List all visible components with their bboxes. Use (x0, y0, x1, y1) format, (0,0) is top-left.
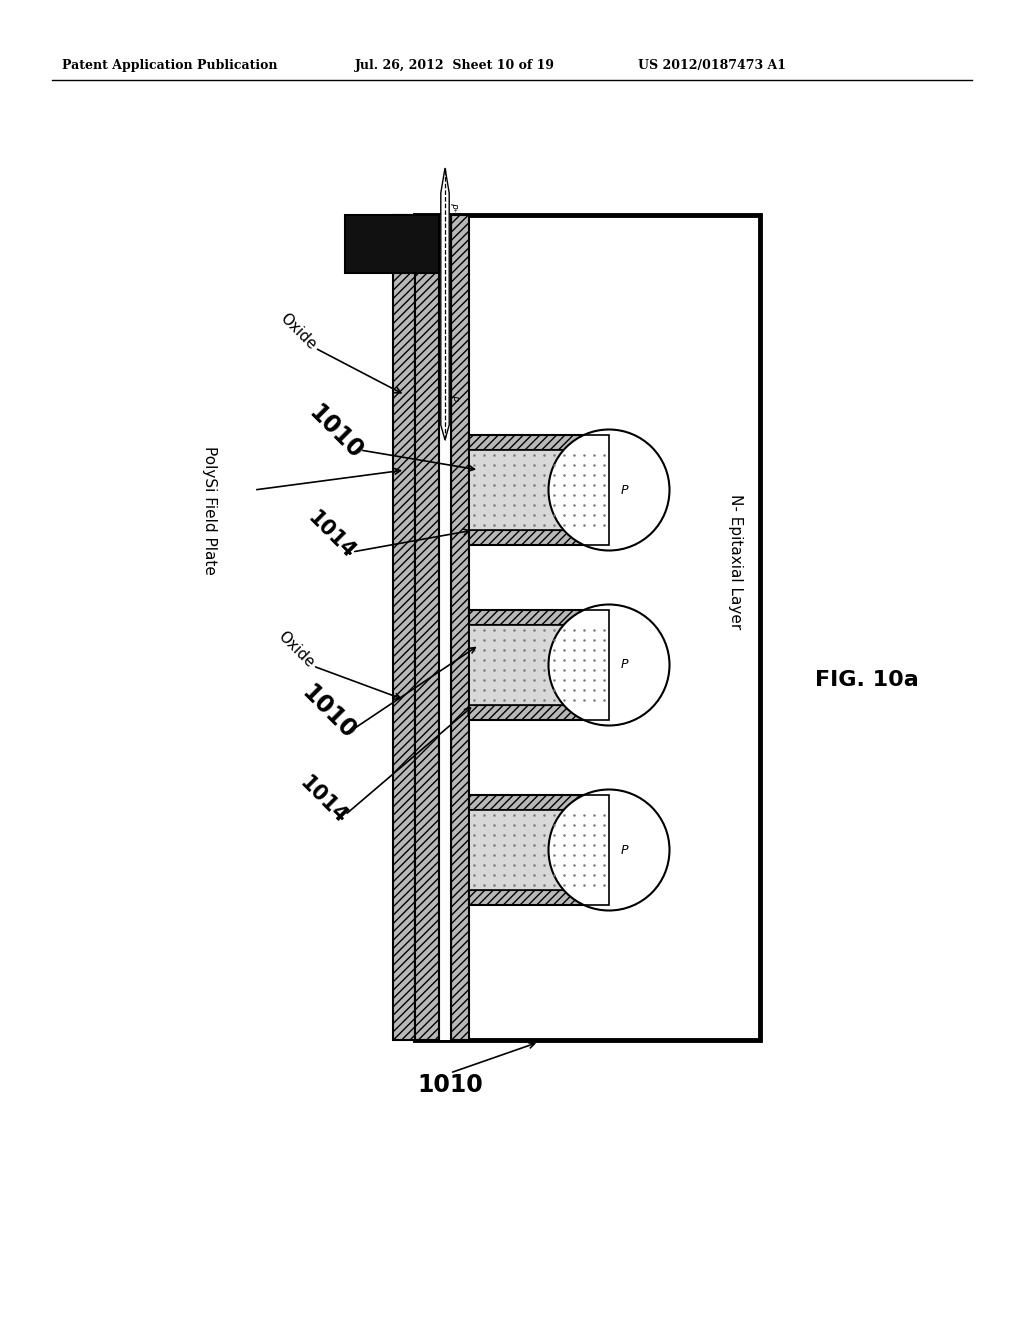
Text: P: P (449, 395, 458, 401)
Bar (393, 215, 415, 1040)
Bar (469, 795, 609, 906)
Bar (451, 215, 469, 1040)
Bar (469, 610, 609, 624)
Text: P: P (621, 659, 628, 672)
Text: P: P (621, 483, 628, 496)
Text: P⁺: P⁺ (449, 203, 457, 213)
Bar (469, 610, 609, 719)
Text: 1014: 1014 (295, 772, 350, 828)
Text: Jul. 26, 2012  Sheet 10 of 19: Jul. 26, 2012 Sheet 10 of 19 (355, 58, 555, 71)
Text: N- Epitaxial Layer: N- Epitaxial Layer (728, 494, 743, 630)
Text: PolySi Field Plate: PolySi Field Plate (203, 446, 217, 574)
Bar (469, 531, 609, 545)
Text: FIG. 10a: FIG. 10a (815, 671, 919, 690)
Bar (469, 450, 609, 531)
Bar (469, 795, 609, 810)
Bar (439, 215, 451, 1040)
Text: 1010: 1010 (417, 1073, 483, 1097)
Text: Patent Application Publication: Patent Application Publication (62, 58, 278, 71)
Text: Oxide: Oxide (276, 312, 319, 352)
Bar (469, 705, 609, 719)
Bar (469, 436, 609, 545)
Bar (469, 810, 609, 890)
Bar (345, 215, 439, 273)
Text: 1010: 1010 (304, 400, 368, 463)
Bar (415, 215, 760, 1040)
Circle shape (549, 605, 670, 726)
Circle shape (549, 429, 670, 550)
Text: P: P (621, 843, 628, 857)
Text: Oxide: Oxide (275, 628, 317, 671)
Text: 1010: 1010 (297, 680, 360, 743)
PathPatch shape (440, 168, 450, 440)
Bar (469, 436, 609, 450)
Bar (415, 215, 439, 1040)
Circle shape (549, 789, 670, 911)
Bar (469, 624, 609, 705)
Text: 1014: 1014 (303, 507, 358, 562)
Text: US 2012/0187473 A1: US 2012/0187473 A1 (638, 58, 786, 71)
Bar (469, 890, 609, 906)
